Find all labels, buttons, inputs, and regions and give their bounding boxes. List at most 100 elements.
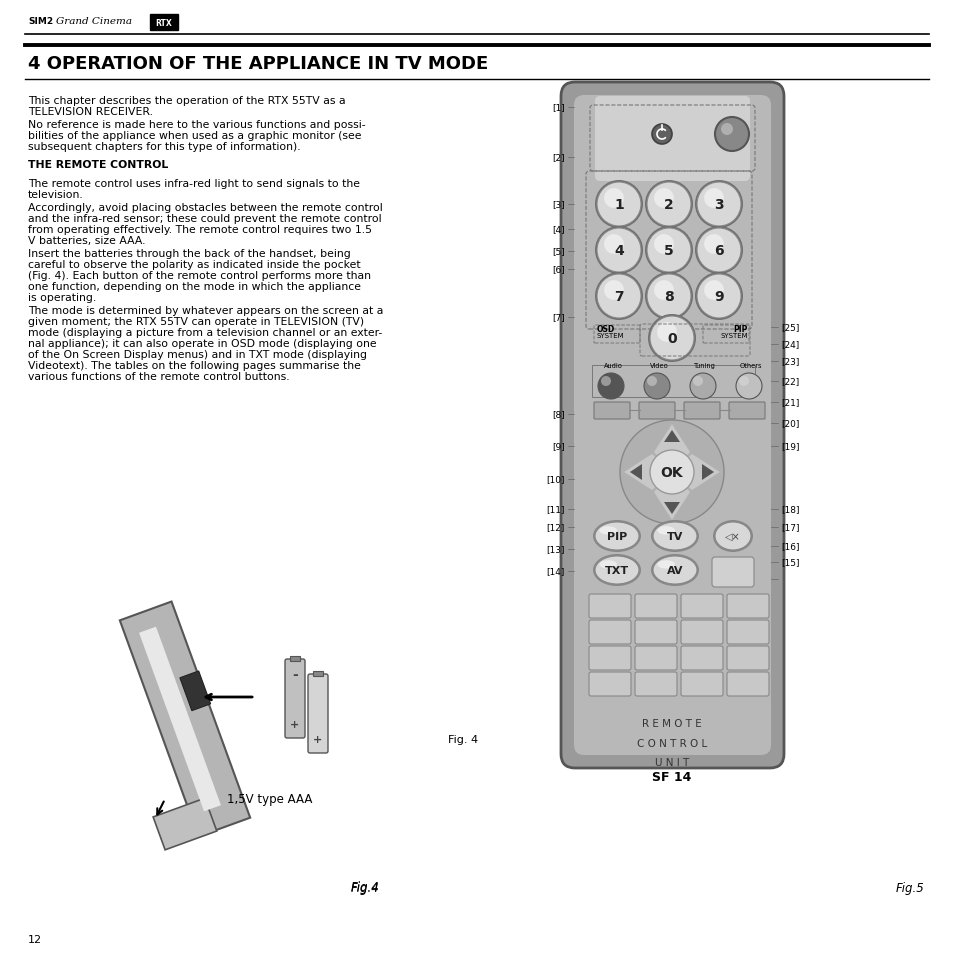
Text: [18]: [18] (781, 505, 799, 514)
FancyBboxPatch shape (574, 96, 770, 755)
Circle shape (644, 273, 692, 320)
Circle shape (692, 376, 702, 387)
Circle shape (644, 227, 692, 274)
Polygon shape (663, 502, 679, 515)
Text: The mode is determined by whatever appears on the screen at a: The mode is determined by whatever appea… (28, 306, 383, 315)
Text: [9]: [9] (552, 442, 564, 451)
Text: [17]: [17] (781, 523, 799, 532)
Text: 4: 4 (614, 244, 623, 257)
Text: ◁×: ◁× (724, 532, 740, 541)
Text: [12]: [12] (546, 523, 564, 532)
Circle shape (619, 420, 723, 524)
Circle shape (735, 374, 761, 399)
Text: Insert the batteries through the back of the handset, being: Insert the batteries through the back of… (28, 249, 351, 258)
Ellipse shape (598, 560, 617, 569)
Circle shape (697, 183, 740, 227)
Text: and the infra-red sensor; these could prevent the remote control: and the infra-red sensor; these could pr… (28, 213, 381, 224)
Polygon shape (629, 464, 641, 480)
Text: 1: 1 (614, 198, 623, 212)
Text: [22]: [22] (781, 377, 799, 386)
Circle shape (649, 451, 693, 495)
Text: -: - (292, 667, 297, 681)
Text: various functions of the remote control buttons.: various functions of the remote control … (28, 372, 290, 381)
Text: TXT: TXT (604, 565, 628, 576)
Text: [4]: [4] (552, 225, 564, 234)
FancyBboxPatch shape (635, 646, 677, 670)
Text: [13]: [13] (546, 545, 564, 554)
Text: +: + (290, 720, 299, 729)
Text: [5]: [5] (552, 247, 564, 256)
Text: mode (displaying a picture from a television channel or an exter-: mode (displaying a picture from a televi… (28, 328, 382, 337)
Circle shape (714, 118, 748, 152)
FancyBboxPatch shape (588, 646, 630, 670)
Circle shape (598, 374, 623, 399)
Circle shape (654, 281, 673, 300)
Circle shape (595, 227, 642, 274)
Text: [11]: [11] (546, 505, 564, 514)
Text: 8: 8 (663, 290, 673, 304)
FancyBboxPatch shape (588, 672, 630, 697)
Text: [19]: [19] (781, 442, 799, 451)
Circle shape (597, 274, 640, 318)
Ellipse shape (598, 527, 617, 535)
Text: of the On Screen Display menus) and in TXT mode (displaying: of the On Screen Display menus) and in T… (28, 350, 367, 359)
Circle shape (646, 183, 690, 227)
Text: Fig. 4: Fig. 4 (447, 734, 477, 744)
Text: [21]: [21] (781, 398, 799, 407)
Text: AV: AV (666, 565, 682, 576)
Circle shape (739, 376, 748, 387)
Text: V batteries, size AAA.: V batteries, size AAA. (28, 235, 146, 246)
FancyBboxPatch shape (726, 672, 768, 697)
FancyBboxPatch shape (594, 402, 629, 419)
Ellipse shape (657, 527, 675, 535)
Text: SYSTEM: SYSTEM (720, 333, 747, 338)
Circle shape (644, 181, 692, 229)
Text: [25]: [25] (781, 323, 799, 333)
FancyBboxPatch shape (680, 620, 722, 644)
Ellipse shape (595, 522, 639, 551)
Ellipse shape (650, 520, 699, 553)
Text: (Fig. 4). Each button of the remote control performs more than: (Fig. 4). Each button of the remote cont… (28, 271, 371, 281)
Text: Tuning: Tuning (694, 363, 715, 369)
Bar (150, 15, 178, 30)
Text: [10]: [10] (546, 475, 564, 484)
FancyBboxPatch shape (308, 675, 328, 753)
Text: The remote control uses infra-red light to send signals to the: The remote control uses infra-red light … (28, 179, 359, 189)
Text: [16]: [16] (781, 542, 799, 551)
Text: Videotext). The tables on the following pages summarise the: Videotext). The tables on the following … (28, 360, 360, 371)
Polygon shape (701, 464, 713, 480)
Text: THE REMOTE CONTROL: THE REMOTE CONTROL (28, 160, 168, 170)
FancyBboxPatch shape (680, 595, 722, 618)
Circle shape (697, 229, 740, 273)
Text: 3: 3 (714, 198, 723, 212)
Text: 0: 0 (666, 332, 676, 346)
Text: [15]: [15] (781, 558, 799, 567)
Bar (290, 657, 299, 661)
Text: [7]: [7] (552, 314, 564, 322)
FancyBboxPatch shape (728, 402, 764, 419)
Text: TELEVISION RECEIVER.: TELEVISION RECEIVER. (28, 107, 152, 117)
Circle shape (657, 323, 677, 342)
FancyBboxPatch shape (726, 595, 768, 618)
Text: PIP: PIP (733, 325, 747, 334)
FancyBboxPatch shape (711, 558, 753, 587)
Circle shape (646, 274, 690, 318)
FancyBboxPatch shape (639, 402, 675, 419)
Text: 9: 9 (714, 290, 723, 304)
Text: given moment; the RTX 55TV can operate in TELEVISION (TV): given moment; the RTX 55TV can operate i… (28, 316, 364, 327)
Text: Others: Others (739, 363, 761, 369)
Text: 7: 7 (614, 290, 623, 304)
Text: one function, depending on the mode in which the appliance: one function, depending on the mode in w… (28, 282, 360, 292)
Circle shape (595, 181, 642, 229)
FancyBboxPatch shape (635, 672, 677, 697)
Polygon shape (139, 627, 221, 812)
Text: +: + (313, 734, 322, 744)
Text: subsequent chapters for this type of information).: subsequent chapters for this type of inf… (28, 142, 300, 152)
Text: This chapter describes the operation of the RTX 55TV as a: This chapter describes the operation of … (28, 96, 345, 106)
FancyBboxPatch shape (285, 659, 305, 739)
Text: [1]: [1] (552, 103, 564, 112)
Text: RTX: RTX (155, 18, 172, 28)
FancyBboxPatch shape (683, 402, 720, 419)
Ellipse shape (595, 557, 639, 584)
Text: television.: television. (28, 190, 84, 200)
